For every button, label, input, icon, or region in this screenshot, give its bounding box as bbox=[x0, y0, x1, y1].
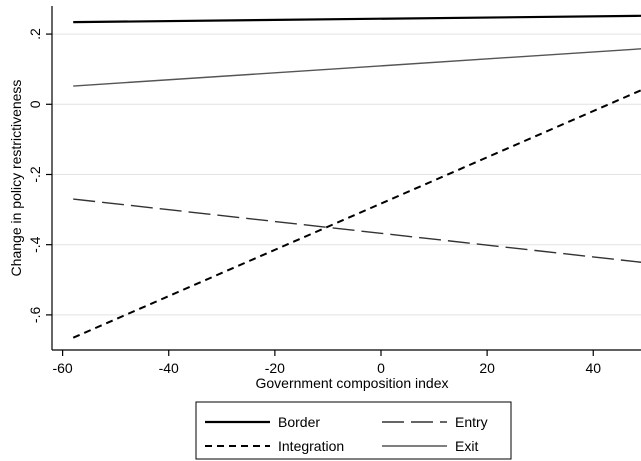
legend: Border Entry Integration Exit bbox=[195, 401, 512, 460]
legend-label-border: Border bbox=[278, 414, 320, 430]
y-tick-label: 0 bbox=[27, 100, 43, 108]
legend-label-entry: Entry bbox=[455, 414, 488, 430]
y-tick-label: -.2 bbox=[27, 166, 43, 183]
axes bbox=[51, 6, 641, 351]
x-axis-title: Government composition index bbox=[256, 375, 449, 391]
legend-label-integration: Integration bbox=[278, 438, 344, 454]
y-tick-label: -.6 bbox=[27, 307, 43, 324]
series-line-entry bbox=[73, 198, 641, 263]
x-tick-label: 0 bbox=[377, 360, 385, 376]
series-line-exit bbox=[73, 48, 641, 87]
grid-lines bbox=[52, 33, 641, 316]
x-tick-label: -60 bbox=[52, 360, 72, 376]
series-line-border bbox=[73, 14, 641, 24]
x-tick-label: 40 bbox=[585, 360, 601, 376]
x-ticks: -60 -40 -20 0 20 40 bbox=[52, 350, 601, 376]
x-tick-label: -20 bbox=[265, 360, 285, 376]
series-line-integration bbox=[72, 89, 641, 339]
y-axis-title: Change in policy restrictiveness bbox=[8, 80, 24, 277]
y-tick-label: .2 bbox=[27, 28, 43, 40]
y-tick-label: -.4 bbox=[27, 236, 43, 253]
y-ticks: -.6 -.4 -.2 0 .2 bbox=[27, 28, 52, 323]
x-tick-label: 20 bbox=[479, 360, 495, 376]
x-tick-label: -40 bbox=[159, 360, 179, 376]
legend-box bbox=[195, 401, 512, 460]
legend-label-exit: Exit bbox=[455, 438, 478, 454]
series-lines bbox=[72, 14, 641, 339]
